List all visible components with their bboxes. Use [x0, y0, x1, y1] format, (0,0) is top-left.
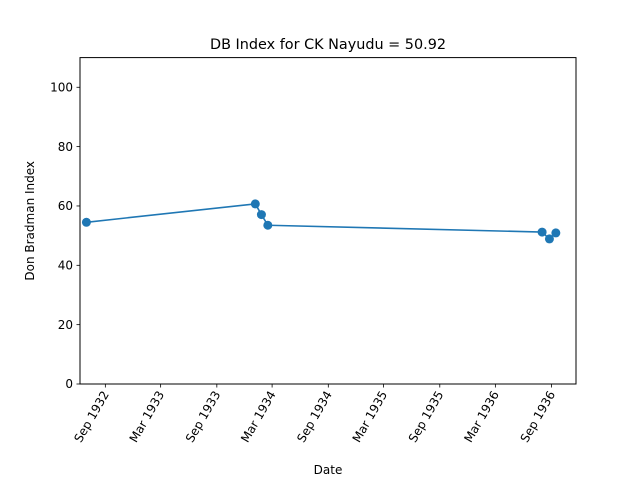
y-tick-label: 40	[58, 259, 73, 273]
y-axis-label: Don Bradman Index	[23, 161, 37, 281]
plot-frame	[79, 57, 577, 385]
y-tick-label: 80	[58, 140, 73, 154]
data-point	[250, 199, 260, 209]
data-point	[256, 210, 266, 220]
y-tick-label: 0	[65, 377, 73, 391]
data-point	[537, 227, 547, 237]
chart-title: DB Index for CK Nayudu = 50.92	[210, 37, 446, 53]
data-point	[81, 217, 91, 227]
data-point	[544, 234, 554, 244]
y-tick-label: 100	[50, 80, 73, 94]
y-tick-label: 20	[58, 318, 73, 332]
y-tick-label: 60	[58, 199, 73, 213]
x-axis-label: Date	[314, 463, 343, 477]
data-point	[263, 220, 273, 230]
data-point	[551, 228, 561, 238]
